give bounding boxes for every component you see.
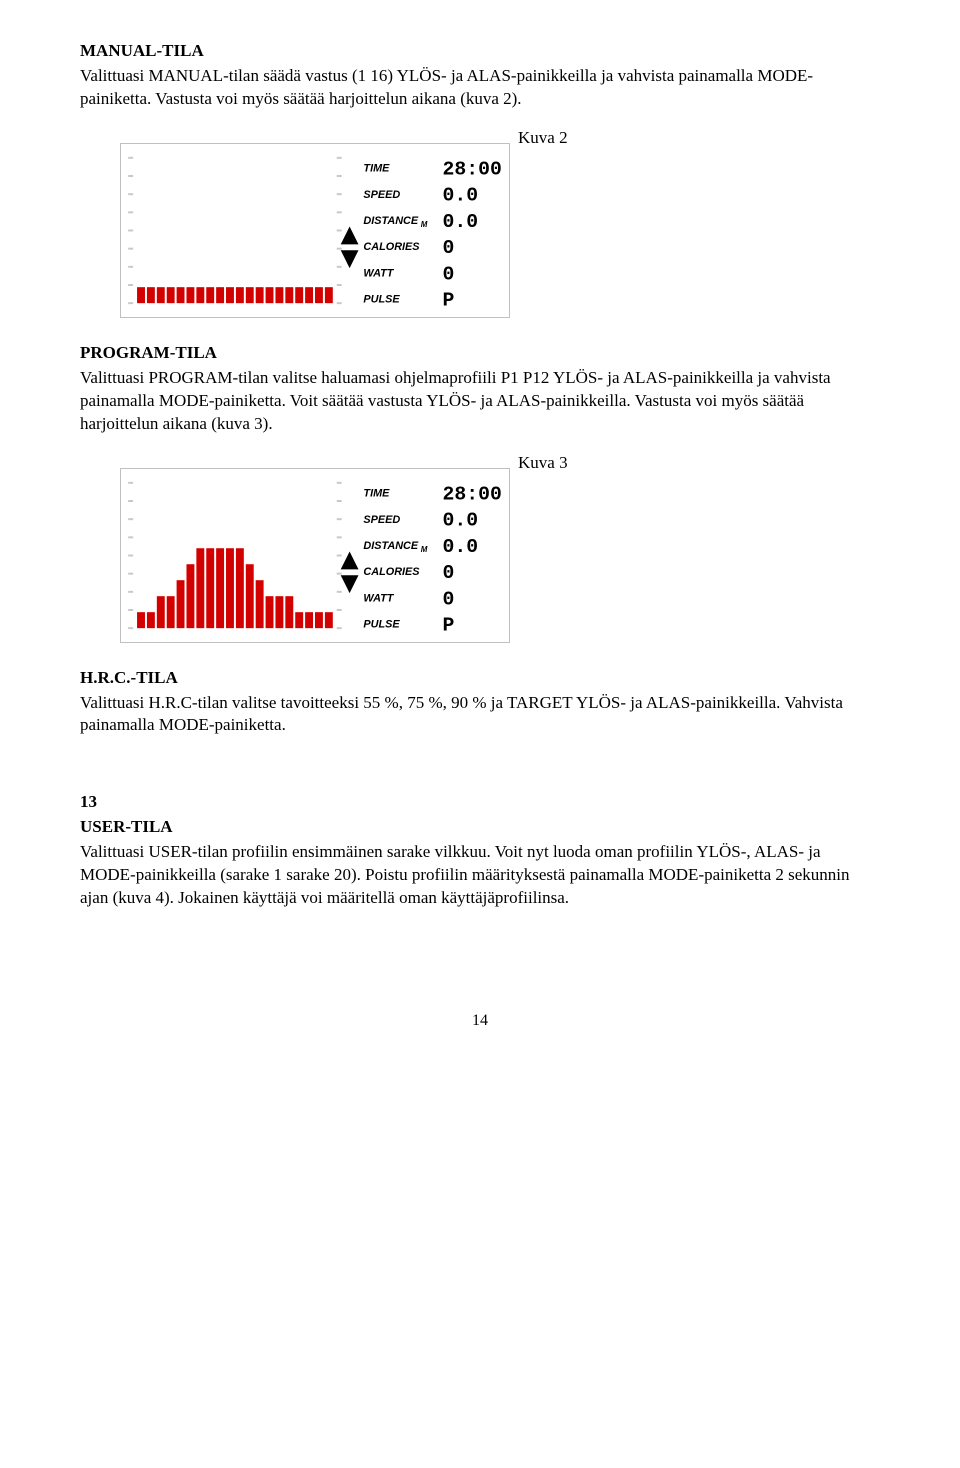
svg-text:WATT: WATT: [363, 267, 394, 279]
svg-text:0.0: 0.0: [443, 211, 479, 233]
manual-heading: MANUAL-TILA: [80, 40, 880, 63]
figure-2-label: Kuva 2: [518, 127, 568, 150]
svg-text:PULSE: PULSE: [363, 618, 400, 630]
device-display-figure-3: TIME 28:00 SPEED 0.0 DISTANCEM 0.0 CALORIES 0 WA…: [120, 468, 510, 643]
svg-text:TIME: TIME: [363, 162, 390, 174]
svg-text:TIME: TIME: [363, 487, 390, 499]
svg-text:0: 0: [443, 263, 455, 285]
program-body: Valittuasi PROGRAM-tilan valitse haluama…: [80, 367, 880, 436]
program-heading: PROGRAM-TILA: [80, 342, 880, 365]
user-section: 13 USER-TILA Valittuasi USER-tilan profi…: [80, 791, 880, 910]
svg-text:0.0: 0.0: [443, 536, 479, 558]
hrc-heading: H.R.C.-TILA: [80, 667, 880, 690]
svg-text:SPEED: SPEED: [363, 189, 400, 201]
user-body: Valittuasi USER-tilan profiilin ensimmäi…: [80, 841, 880, 910]
svg-text:WATT: WATT: [363, 592, 394, 604]
page-number: 14: [80, 1010, 880, 1032]
svg-text:28:00: 28:00: [443, 483, 502, 505]
svg-text:P: P: [443, 614, 455, 636]
svg-text:CALORIES: CALORIES: [363, 241, 420, 253]
svg-text:CALORIES: CALORIES: [363, 566, 420, 578]
svg-text:28:00: 28:00: [443, 158, 502, 180]
figure-3-row: TIME 28:00 SPEED 0.0 DISTANCEM 0.0 CALORIES 0 WA…: [80, 444, 880, 651]
svg-text:DISTANCE: DISTANCE: [363, 215, 418, 227]
hrc-section: H.R.C.-TILA Valittuasi H.R.C-tilan valit…: [80, 667, 880, 738]
svg-text:P: P: [443, 289, 455, 311]
svg-text:SPEED: SPEED: [363, 513, 400, 525]
user-prefix: 13: [80, 791, 880, 814]
svg-text:0: 0: [443, 588, 455, 610]
figure-2-row: TIME 28:00 SPEED 0.0 DISTANCEM 0.0 CALORIES 0 WA…: [80, 119, 880, 326]
svg-text:M: M: [421, 220, 428, 229]
figure-3-label: Kuva 3: [518, 452, 568, 475]
manual-section: MANUAL-TILA Valittuasi MANUAL-tilan sääd…: [80, 40, 880, 111]
svg-text:0: 0: [443, 562, 455, 584]
svg-text:0.0: 0.0: [443, 509, 479, 531]
svg-text:0.0: 0.0: [443, 185, 479, 207]
program-section: PROGRAM-TILA Valittuasi PROGRAM-tilan va…: [80, 342, 880, 436]
device-display-figure-2: TIME 28:00 SPEED 0.0 DISTANCEM 0.0 CALORIES 0 WA…: [120, 143, 510, 318]
user-heading: USER-TILA: [80, 816, 880, 839]
manual-body: Valittuasi MANUAL-tilan säädä vastus (1 …: [80, 65, 880, 111]
svg-text:M: M: [421, 545, 428, 554]
svg-text:0: 0: [443, 237, 455, 259]
hrc-body: Valittuasi H.R.C-tilan valitse tavoittee…: [80, 692, 880, 738]
svg-text:PULSE: PULSE: [363, 293, 400, 305]
svg-text:DISTANCE: DISTANCE: [363, 540, 418, 552]
